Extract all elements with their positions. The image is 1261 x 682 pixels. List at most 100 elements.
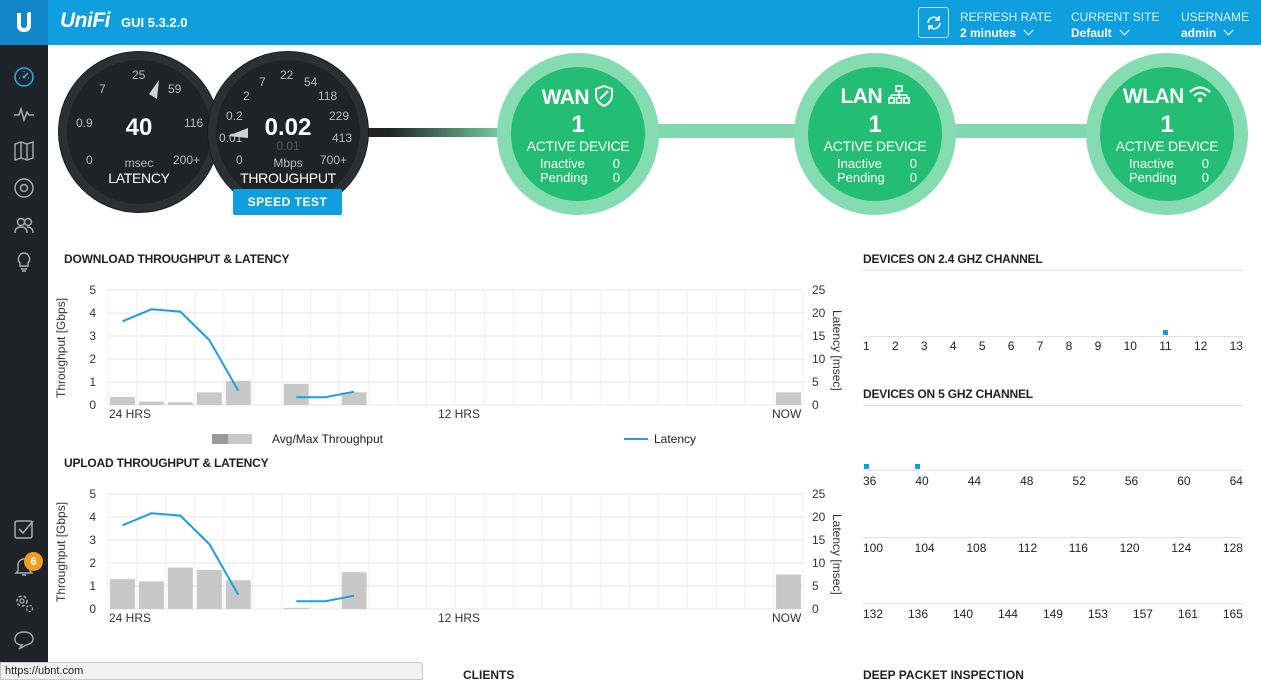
devices-icon[interactable] — [12, 176, 36, 200]
y-left-tick: 1 — [89, 579, 96, 593]
y-right-tick: 10 — [812, 556, 826, 570]
throughput-gauge: 7 22 54 2 118 0.2 229 0.01 413 0 700+ 0.… — [208, 52, 368, 212]
top-bar: UniFi GUI 5.3.2.0 REFRESH RATE 2 minutes… — [0, 0, 1261, 45]
version-label: GUI 5.3.2.0 — [121, 15, 188, 30]
channel-label: 128 — [1222, 541, 1243, 555]
channel-label: 64 — [1229, 474, 1243, 488]
throughput-bar — [196, 392, 222, 405]
y-right-tick: 10 — [812, 352, 826, 366]
latency-line — [122, 308, 240, 392]
settings-icon[interactable] — [12, 591, 36, 615]
y-left-tick: 3 — [89, 533, 96, 547]
channel-label: 120 — [1119, 541, 1140, 555]
throughput-shadow-value: 0.01 — [276, 139, 300, 153]
channel-label: 132 — [863, 607, 884, 621]
statistics-icon[interactable] — [12, 102, 36, 126]
gauge-tick: 54 — [304, 75, 318, 89]
download-chart: Throughput [Gbps] Latency [msec] 5432102… — [54, 283, 844, 421]
channel-label: 165 — [1222, 607, 1243, 621]
y-left-tick: 5 — [89, 283, 96, 297]
throughput-bar — [167, 402, 193, 405]
speed-test-button[interactable]: SPEED TEST — [233, 189, 342, 215]
channel-label: 44 — [967, 474, 982, 488]
wlan-count: 1 — [1160, 111, 1174, 138]
channel-label: 4 — [949, 339, 957, 353]
channel-device-marker — [864, 464, 869, 469]
chevron-down-icon — [1223, 25, 1234, 36]
pending-label: Pending — [540, 170, 588, 185]
ubiquiti-logo-icon[interactable] — [0, 0, 48, 45]
legend-line — [624, 438, 648, 440]
gauge-tick: 229 — [329, 109, 350, 123]
inactive-label: Inactive — [1129, 156, 1174, 171]
alert-count-badge: 6 — [24, 552, 43, 571]
channel-label: 149 — [1042, 607, 1063, 621]
pending-label: Pending — [1129, 170, 1177, 185]
dpi-title: DEEP PACKET INSPECTION — [863, 668, 1024, 682]
throughput-bar — [776, 392, 801, 405]
username-value: admin — [1181, 26, 1217, 40]
y-right-tick: 15 — [812, 329, 826, 343]
clients-icon[interactable] — [12, 213, 36, 237]
throughput-label: THROUGHPUT — [240, 170, 336, 186]
events-icon[interactable] — [12, 517, 36, 541]
channel-label: 52 — [1072, 474, 1086, 488]
channel-label: 11 — [1159, 339, 1172, 353]
lan-active-label: ACTIVE DEVICE — [823, 138, 927, 154]
y-left-tick: 2 — [89, 556, 96, 570]
throughput-bar — [138, 401, 164, 405]
gauge-tick: 200+ — [173, 153, 201, 167]
wlan-title: WLAN — [1122, 85, 1184, 108]
channel-label: 7 — [1036, 339, 1044, 353]
channel-device-marker — [915, 464, 920, 469]
dashboard-icon[interactable] — [12, 65, 36, 89]
y-right-tick: 15 — [812, 533, 826, 547]
refresh-icon — [926, 15, 941, 30]
status-link — [948, 124, 1088, 138]
channel-label: 36 — [863, 474, 877, 488]
y-left-tick: 4 — [89, 306, 96, 320]
channel-label: 124 — [1171, 541, 1192, 555]
username-dropdown[interactable]: USERNAME admin — [1181, 9, 1249, 41]
insights-icon[interactable] — [12, 250, 36, 274]
channel-label: 2 — [891, 339, 899, 353]
channel-row-24: 1 2 3 4 5 6 7 8 9 10 11 12 13 — [863, 339, 1243, 353]
legend-swatch — [212, 434, 228, 444]
throughput-bar — [110, 579, 135, 609]
gauge-tick: 25 — [132, 68, 146, 82]
browser-status-url: https://ubnt.com — [0, 662, 423, 680]
inactive-label: Inactive — [540, 156, 585, 171]
channel-label: 108 — [966, 541, 987, 555]
divider — [863, 405, 1243, 406]
lan-status[interactable]: LAN 1 ACTIVE DEVICE Inactive 0 Pending 0 — [794, 53, 956, 215]
y-right-axis-label: Latency [msec] — [830, 310, 844, 391]
channel-label: 40 — [915, 474, 929, 488]
gauge-tick: 413 — [332, 131, 353, 145]
latency-gauge: 25 59 7 116 0.9 0 200+ 40 msec LATENCY — [59, 52, 219, 212]
chat-icon[interactable] — [12, 628, 36, 652]
channel-label: 10 — [1123, 339, 1137, 353]
username-label: USERNAME — [1181, 10, 1250, 24]
shield-icon — [595, 84, 614, 108]
x-tick-label: 12 HRS — [438, 611, 480, 625]
wlan-active-label: ACTIVE DEVICE — [1115, 138, 1219, 154]
y-right-axis-label: Latency [msec] — [830, 514, 844, 595]
latency-line — [296, 390, 355, 399]
gauge-tick: 118 — [318, 89, 338, 103]
refresh-button[interactable] — [918, 7, 949, 38]
wan-status[interactable]: WAN 1 ACTIVE DEVICE Inactive 0 Pending 0 — [497, 53, 659, 215]
refresh-rate-dropdown[interactable]: REFRESH RATE 2 minutes — [960, 9, 1052, 41]
current-site-value: Default — [1071, 26, 1112, 40]
current-site-label: CURRENT SITE — [1071, 10, 1160, 24]
channel-baseline — [863, 470, 1243, 471]
y-left-tick: 0 — [89, 398, 96, 412]
wlan-status[interactable]: WLAN 1 ACTIVE DEVICE Inactive 0 Pending 0 — [1086, 53, 1248, 215]
x-tick-label: NOW — [772, 407, 802, 421]
wan-active-label: ACTIVE DEVICE — [526, 138, 630, 154]
map-icon[interactable] — [12, 139, 36, 163]
current-site-dropdown[interactable]: CURRENT SITE Default — [1071, 9, 1159, 41]
pending-value: 0 — [612, 170, 620, 185]
channel-label: 112 — [1018, 541, 1038, 555]
channel-label: 3 — [920, 339, 928, 353]
channel-label: 116 — [1068, 541, 1088, 555]
